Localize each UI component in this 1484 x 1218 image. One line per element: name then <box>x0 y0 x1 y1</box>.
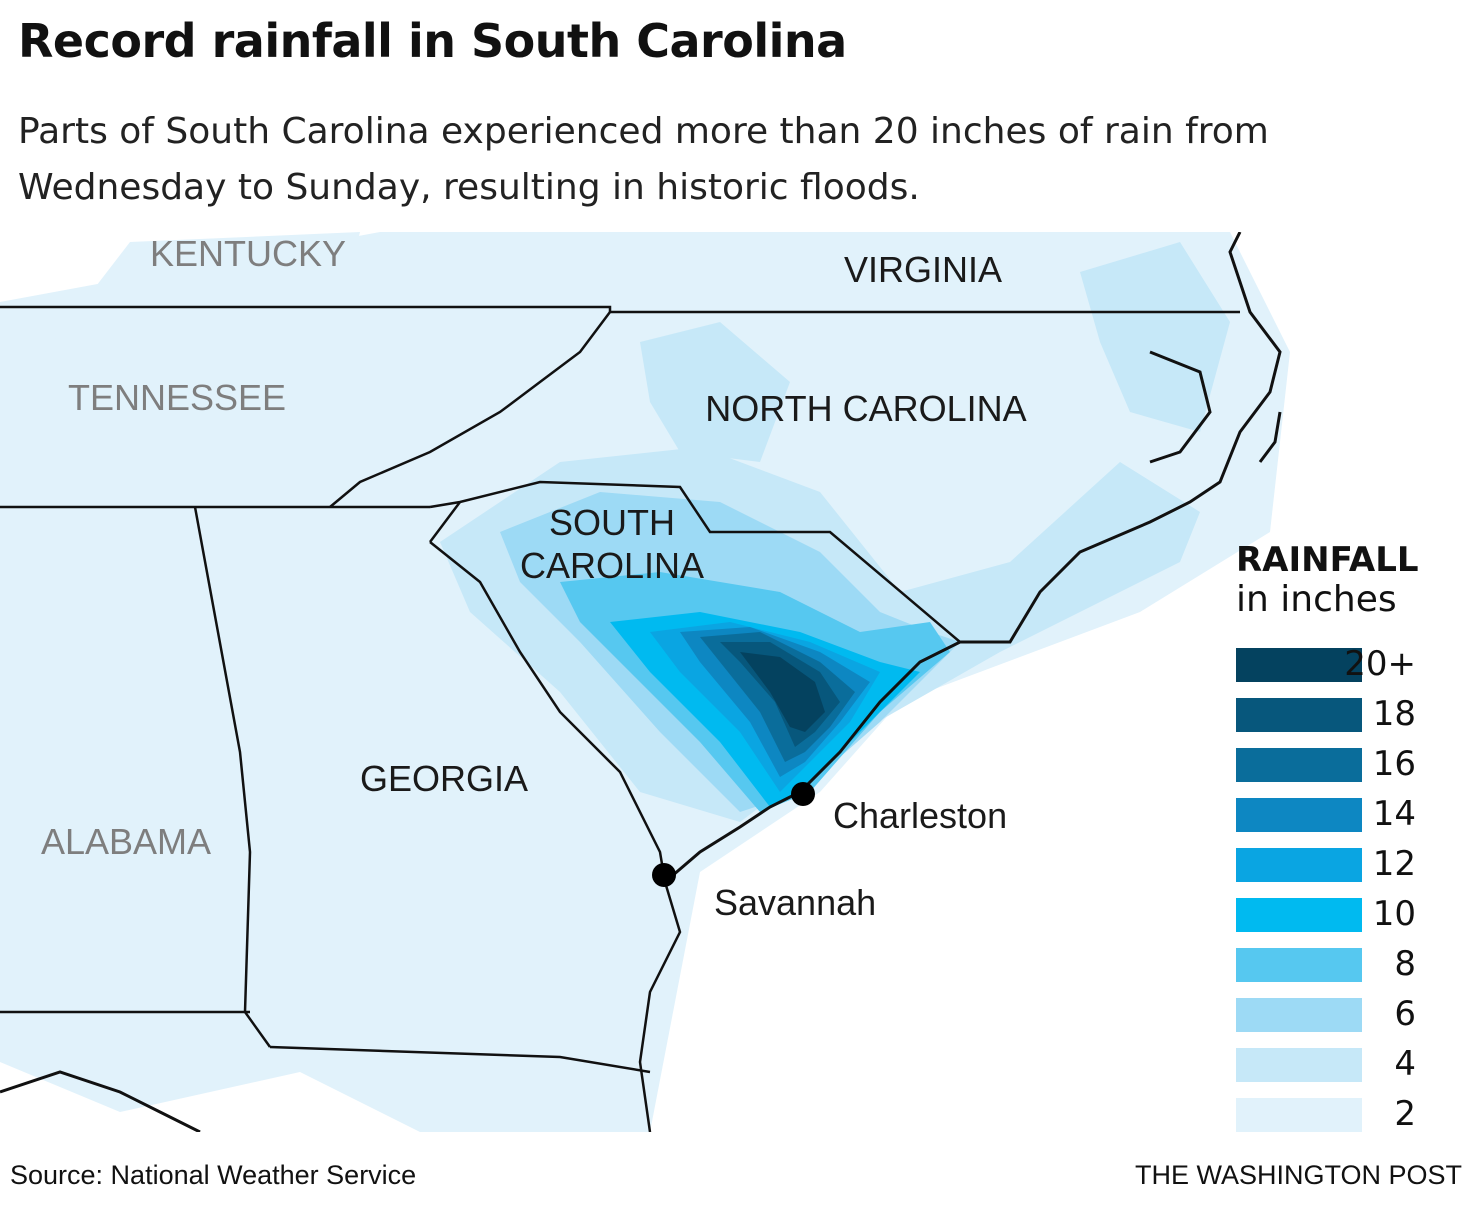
legend-value: 14 <box>1372 794 1416 834</box>
legend-value: 4 <box>1394 1044 1416 1084</box>
label-charleston: Charleston <box>833 795 1008 836</box>
outer-banks <box>1258 411 1282 463</box>
savannah-river <box>638 881 682 1132</box>
tennessee-nc-border <box>329 311 611 508</box>
legend-swatch <box>1236 998 1362 1032</box>
legend-item-10: 10 <box>1236 894 1436 948</box>
label-south-carolina-line-1: SOUTH <box>549 502 675 543</box>
subtitle: Parts of South Carolina experienced more… <box>18 104 1458 216</box>
legend-swatch <box>1236 698 1362 732</box>
label-kentucky: KENTUCKY <box>149 233 347 274</box>
rain-band-20in <box>740 652 825 732</box>
subtitle-line-1: Parts of South Carolina experienced more… <box>18 111 1269 152</box>
legend-swatch <box>1236 898 1362 932</box>
legend-item-18: 18 <box>1236 694 1436 748</box>
label-south-carolina-line-2: CAROLINA <box>519 545 705 586</box>
publisher-credit: THE WASHINGTON POST <box>1134 1160 1462 1190</box>
label-north-carolina: NORTH CAROLINA <box>705 388 1027 429</box>
legend-value: 8 <box>1394 944 1416 984</box>
legend-item-6: 6 <box>1236 994 1436 1048</box>
sound-inner-coast <box>1149 350 1212 464</box>
subtitle-line-2: Wednesday to Sunday, resulting in histor… <box>18 167 920 208</box>
label-alabama: ALABAMA <box>40 821 212 862</box>
legend-value: 12 <box>1372 844 1416 884</box>
state-boundaries <box>0 305 1240 1132</box>
legend-title: RAINFALL <box>1236 540 1419 580</box>
legend-item-8: 8 <box>1236 944 1436 998</box>
legend-item-16: 16 <box>1236 744 1436 798</box>
legend-value: 2 <box>1394 1094 1416 1134</box>
georgia-alabama-border <box>193 506 272 1048</box>
rainfall-legend: RAINFALL in inches 20+ 18 16 14 12 10 8 … <box>1236 540 1436 1148</box>
legend-item-14: 14 <box>1236 794 1436 848</box>
source-credit: Source: National Weather Service <box>10 1160 417 1190</box>
rain-band-4in-ne <box>1080 242 1230 432</box>
label-savannah: Savannah <box>714 882 877 923</box>
legend-swatch <box>1236 848 1362 882</box>
georgia-florida-border <box>269 1045 651 1074</box>
sc-georgia-border <box>429 541 667 883</box>
legend-item-4: 4 <box>1236 1044 1436 1098</box>
charleston-dot <box>791 782 815 806</box>
page-title: Record rainfall in South Carolina <box>18 14 847 68</box>
label-virginia: VIRGINIA <box>843 249 1003 290</box>
kentucky-tennessee-border <box>0 305 612 312</box>
legend-value: 6 <box>1394 994 1416 1034</box>
legend-item-20plus: 20+ <box>1236 644 1436 698</box>
label-tennessee: TENNESSEE <box>67 377 287 418</box>
legend-swatch <box>1236 648 1362 682</box>
legend-value: 10 <box>1372 894 1416 934</box>
legend-swatch <box>1236 1098 1362 1132</box>
rain-band-4in-nc <box>640 322 790 462</box>
legend-subtitle: in inches <box>1236 579 1397 620</box>
atlantic-coast <box>664 232 1282 884</box>
gulf-coast <box>0 1070 201 1132</box>
legend-swatch <box>1236 748 1362 782</box>
south-carolina-west-outline <box>429 501 461 543</box>
legend-swatch <box>1236 948 1362 982</box>
legend-swatch <box>1236 798 1362 832</box>
label-georgia: GEORGIA <box>359 758 529 799</box>
rain-band-2in-west <box>30 232 360 452</box>
legend-item-12: 12 <box>1236 844 1436 898</box>
legend-value: 18 <box>1372 694 1416 734</box>
coastline <box>0 232 1282 1132</box>
rainfall-map <box>0 232 1290 1132</box>
legend-swatch <box>1236 1048 1362 1082</box>
legend-value: 20+ <box>1344 644 1416 684</box>
legend-item-2: 2 <box>1236 1094 1436 1148</box>
savannah-dot <box>652 863 676 887</box>
legend-value: 16 <box>1372 744 1416 784</box>
